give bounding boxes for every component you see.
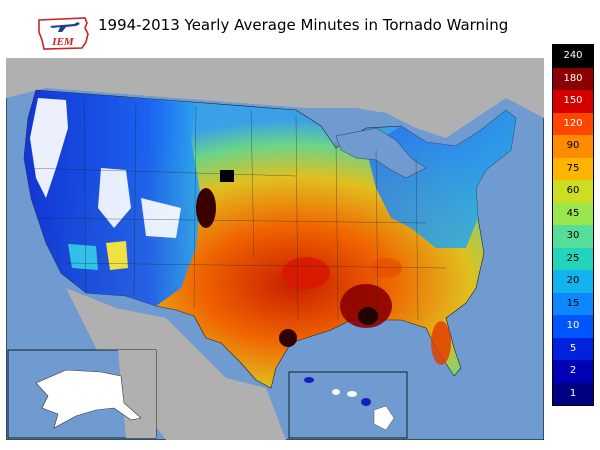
colorado-hotspot xyxy=(196,188,216,228)
colorbar-label-75: 75 xyxy=(553,157,593,180)
logo-text: IEM xyxy=(51,36,75,48)
state-borders xyxy=(25,97,447,321)
colorbar-label-2: 2 xyxy=(553,360,593,383)
white-zero-areas-3 xyxy=(141,198,181,238)
florida-peninsula xyxy=(431,321,451,365)
alaska-outline xyxy=(35,369,142,429)
canada-land xyxy=(6,58,544,138)
airplane-icon xyxy=(50,22,80,32)
tennessee-hotspot xyxy=(370,258,402,278)
colorbar-label-60: 60 xyxy=(553,180,593,203)
southwest-cyan xyxy=(68,244,98,270)
colorbar-label-90: 90 xyxy=(553,135,593,158)
colorbar: 240 180 150 120 90 75 60 45 30 25 20 15 10 5 2 1 xyxy=(552,44,594,406)
great-lakes xyxy=(335,127,427,179)
colorbar-label-1: 1 xyxy=(553,382,593,405)
oklahoma-hotspot xyxy=(282,257,330,289)
mexico-land xyxy=(66,288,286,440)
southwest-yellow xyxy=(106,241,128,270)
white-zero-areas-1 xyxy=(30,98,68,198)
alaska-inset xyxy=(7,349,157,439)
colorbar-label-120: 120 xyxy=(553,112,593,135)
hawaii-inset xyxy=(288,371,408,439)
colorbar-label-240: 240 xyxy=(553,45,593,68)
colorbar-label-5: 5 xyxy=(553,337,593,360)
louisiana-black xyxy=(358,307,378,325)
nebraska-black-county xyxy=(220,170,234,182)
white-zero-areas-2 xyxy=(98,168,131,228)
colorbar-label-30: 30 xyxy=(553,225,593,248)
colorbar-label-15: 15 xyxy=(553,292,593,315)
map-title: 1994-2013 Yearly Average Minutes in Torn… xyxy=(98,16,509,34)
texas-coast-hotspot xyxy=(279,329,297,347)
colorbar-label-25: 25 xyxy=(553,247,593,270)
northeast-region xyxy=(366,110,516,248)
colorbar-label-20: 20 xyxy=(553,270,593,293)
colorbar-label-45: 45 xyxy=(553,202,593,225)
colorbar-label-10: 10 xyxy=(553,315,593,338)
mississippi-hotspot xyxy=(340,284,392,328)
iem-logo: IEM xyxy=(38,17,89,50)
tornado-warning-map xyxy=(6,58,544,440)
colorbar-label-150: 150 xyxy=(553,90,593,113)
colorbar-label-180: 180 xyxy=(553,67,593,90)
